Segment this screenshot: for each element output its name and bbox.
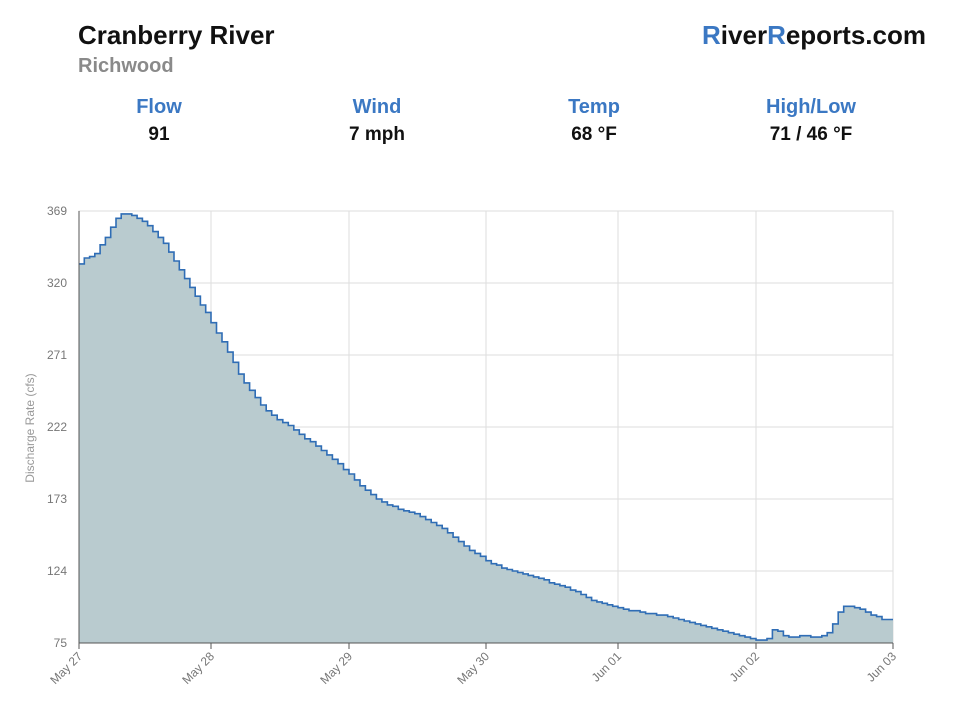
chart-area-series [79,213,893,643]
stat-wind-label: Wind [352,96,402,118]
stat-temp-value: 68 °F [571,124,617,145]
stat-high-low-label: High/Low [766,96,856,118]
y-tick-label: 222 [47,420,67,434]
stat-wind: Wind 7 mph [277,96,477,146]
x-tick-label: May 28 [179,649,217,687]
x-tick-label: May 30 [454,649,492,687]
stat-wind-value: 7 mph [349,124,405,145]
brand-part-1: iver [720,20,768,50]
stat-flow-label: Flow [136,96,182,118]
discharge-area-fill [79,213,893,643]
discharge-line [79,213,893,641]
stat-high-low: High/Low 71 / 46 °F [711,96,911,146]
y-tick-label: 271 [47,348,67,362]
y-tick-label: 124 [47,564,67,578]
stat-flow: Flow 91 [59,96,259,146]
y-tick-label: 320 [47,276,67,290]
x-tick-label: Jun 02 [727,649,763,685]
stat-temp-label: Temp [568,96,620,118]
brand-logo[interactable]: RiverReports.com [702,20,926,51]
y-tick-label: 369 [47,204,67,218]
y-tick-label: 173 [47,492,67,506]
page-title: Cranberry River [78,20,275,50]
y-tick-label: 75 [54,636,68,650]
stat-high-low-value: 71 / 46 °F [769,124,853,145]
x-tick-label: May 27 [47,649,85,687]
brand-part-2: eports.com [785,20,926,50]
page-subtitle: Richwood [78,55,174,77]
x-tick-label: Jun 03 [864,649,900,685]
brand-letter-r2: R [767,20,786,50]
x-tick-label: Jun 01 [589,649,625,685]
stat-temp: Temp 68 °F [494,96,694,146]
x-tick-label: May 29 [317,649,355,687]
stat-flow-value: 91 [148,124,170,145]
y-axis-label: Discharge Rate (cfs) [23,373,37,482]
brand-letter-r1: R [702,20,721,50]
